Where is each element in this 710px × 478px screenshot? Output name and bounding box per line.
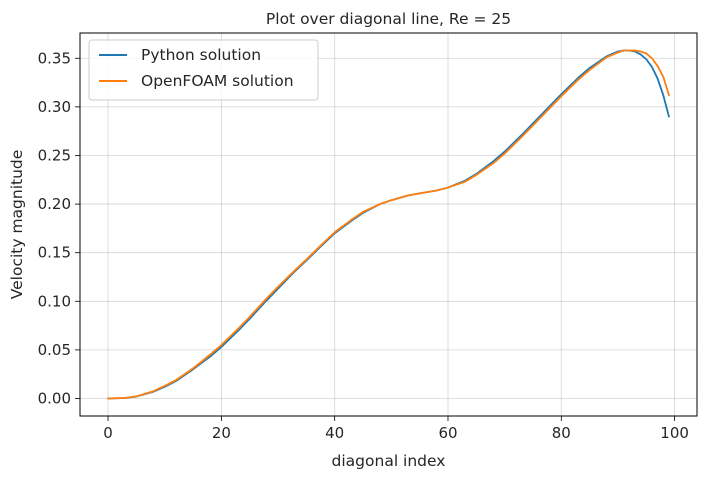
y-tick-label: 0.15 [38,244,71,262]
legend: Python solution OpenFOAM solution [88,39,319,101]
y-axis-ticks: 0.00 0.05 0.10 0.15 0.20 0.25 0.30 0.35 [38,49,80,408]
chart-title: Plot over diagonal line, Re = 25 [266,10,511,28]
y-tick-label: 0.00 [38,390,71,408]
series-lines [107,49,670,400]
legend-box [88,39,319,101]
y-tick-label: 0.20 [38,195,71,213]
y-tick-label: 0.30 [38,98,71,116]
plot-area-frame [79,32,698,417]
x-tick-label: 60 [438,424,457,442]
y-tick-label: 0.35 [38,49,71,67]
legend-label-openfoam: OpenFOAM solution [141,72,294,90]
grid-lines [80,33,697,416]
legend-label-python: Python solution [141,46,261,64]
y-tick-label: 0.25 [38,146,71,164]
y-tick-label: 0.05 [38,341,71,359]
y-axis-title: Velocity magnitude [8,150,26,300]
x-tick-label: 0 [103,424,113,442]
x-tick-label: 20 [212,424,231,442]
x-axis-title: diagonal index [332,452,446,470]
y-tick-label: 0.10 [38,292,71,310]
series-line-openfoam [107,49,670,400]
x-axis-ticks: 0 20 40 60 80 100 [103,416,689,442]
x-tick-label: 100 [660,424,689,442]
x-tick-label: 40 [325,424,344,442]
series-line-python [107,49,670,400]
x-tick-label: 80 [552,424,571,442]
